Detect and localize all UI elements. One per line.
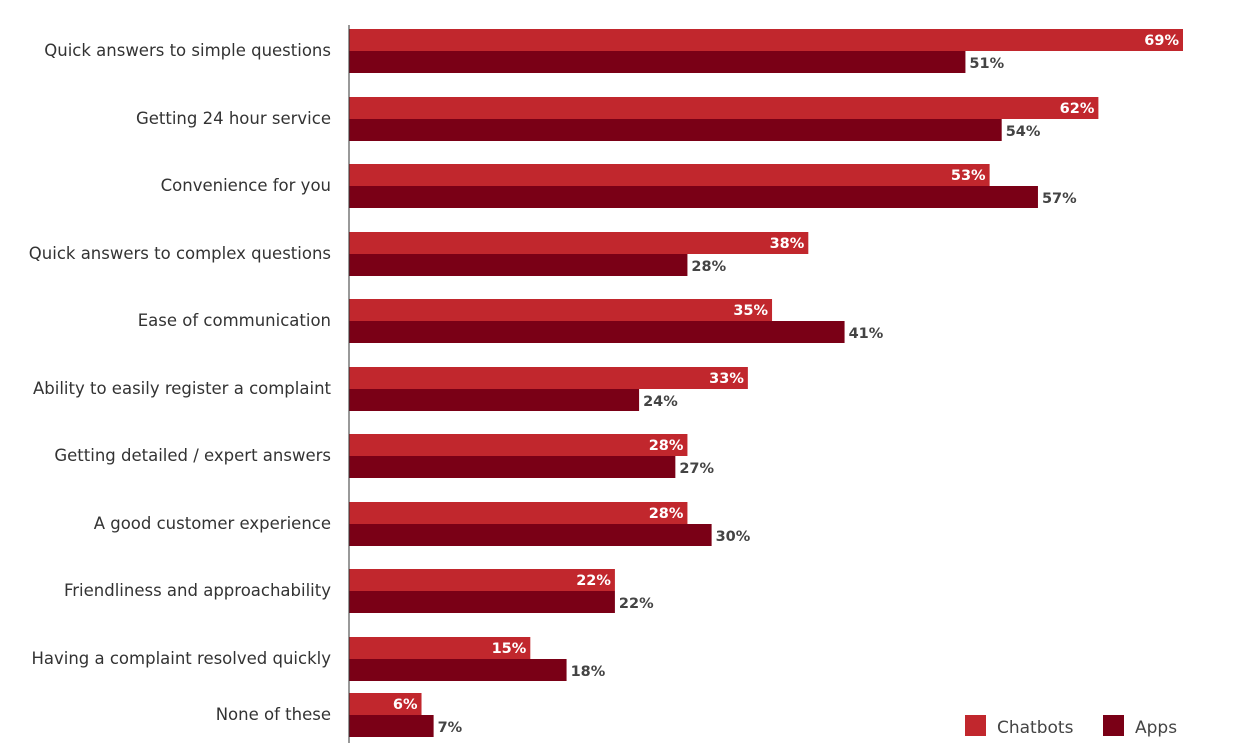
apps-bar [349,659,567,681]
category-label: A good customer experience [94,514,331,533]
chatbots-bar [349,434,688,456]
apps-bar [349,591,615,613]
apps-value-label: 28% [691,259,726,275]
category-label: Ability to easily register a complaint [33,379,332,398]
chatbots-bar [349,367,748,389]
apps-bar [349,321,845,343]
apps-bar [349,715,434,737]
apps-value-label: 57% [1042,191,1077,207]
apps-bar [349,456,676,478]
chatbots-value-label: 35% [733,303,768,319]
chatbots-bar [349,232,809,254]
chatbots-bar [349,502,688,524]
apps-value-label: 54% [1006,124,1041,140]
apps-value-label: 7% [438,720,463,736]
apps-bar [349,186,1038,208]
chatbots-bar [349,97,1099,119]
category-label: Quick answers to simple questions [44,41,331,60]
chatbots-value-label: 28% [649,438,684,454]
chatbots-value-label: 53% [951,168,986,184]
category-label: Having a complaint resolved quickly [31,649,331,668]
legend-swatch-apps [1103,715,1124,736]
chatbots-value-label: 33% [709,371,744,387]
category-label: Getting detailed / expert answers [54,446,331,465]
chatbots-bar [349,29,1183,51]
apps-value-label: 51% [969,56,1004,72]
apps-bar [349,389,640,411]
category-label: Getting 24 hour service [136,109,331,128]
chatbots-bar [349,693,422,715]
apps-value-label: 22% [619,596,654,612]
chatbots-value-label: 22% [576,573,611,589]
apps-bar [349,524,712,546]
apps-bar [349,51,966,73]
category-label: Friendliness and approachability [64,581,331,600]
chatbots-value-label: 15% [492,641,527,657]
apps-value-label: 41% [849,326,884,342]
category-label: Convenience for you [161,176,331,195]
apps-bar [349,119,1002,141]
apps-value-label: 30% [716,529,751,545]
chatbots-value-label: 62% [1060,101,1095,117]
chatbots-value-label: 38% [770,236,805,252]
chatbots-bar [349,569,615,591]
chatbots-value-label: 69% [1144,33,1179,49]
chatbots-bar [349,164,990,186]
chatbots-value-label: 28% [649,506,684,522]
apps-value-label: 24% [643,394,678,410]
category-label: Ease of communication [138,311,331,330]
apps-bar [349,254,688,276]
apps-value-label: 27% [679,461,714,477]
legend-label-chatbots: Chatbots [997,718,1074,738]
category-label: Quick answers to complex questions [29,244,331,263]
category-label: None of these [216,705,331,724]
legend-swatch-chatbots [965,715,986,736]
chatbots-value-label: 6% [393,697,418,713]
chatbots-bar [349,637,531,659]
apps-value-label: 18% [571,664,606,680]
chatbots-bar [349,299,773,321]
legend-label-apps: Apps [1135,718,1177,738]
